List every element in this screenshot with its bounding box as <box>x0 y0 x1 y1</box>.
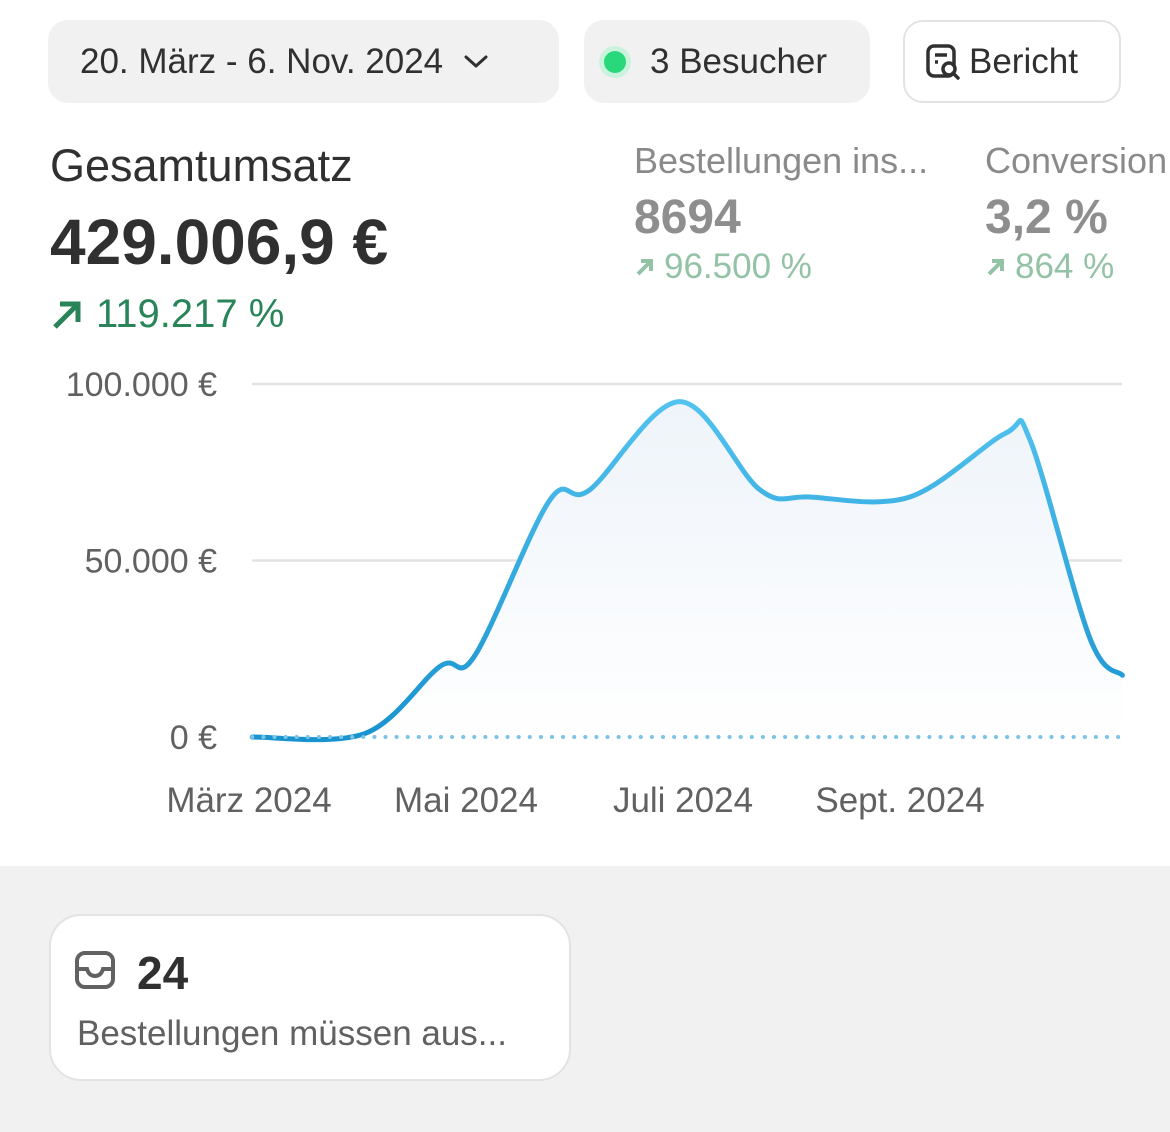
series-area <box>252 401 1123 740</box>
orders-count: 24 <box>137 947 189 999</box>
inbox-icon <box>75 951 115 989</box>
total-sales-change: 119.217 % <box>50 292 284 337</box>
report-search-icon <box>926 43 960 80</box>
metric-value: 3,2 % <box>985 191 1108 244</box>
orders-to-fulfill-card[interactable]: 24 Bestellungen müssen aus... <box>49 914 571 1081</box>
metric-value: 8694 <box>634 191 741 244</box>
y-tick-label: 50.000 € <box>85 543 217 581</box>
chevron-down-icon <box>464 55 488 67</box>
orders-to-fulfill-text: Bestellungen müssen aus... <box>77 1014 507 1053</box>
x-tick-label: Juli 2024 <box>613 781 753 820</box>
report-button[interactable]: Bericht <box>903 20 1121 103</box>
metric-label: Conversion <box>985 140 1168 181</box>
live-visitors-button[interactable]: 3 Besucher <box>584 20 870 103</box>
metric-orders[interactable]: Bestellungen ins... 8694 96.500 % <box>634 140 928 287</box>
arrow-up-right-icon <box>987 259 1004 276</box>
metric-conversion[interactable]: Conversion 3,2 % 864 % <box>985 140 1167 287</box>
x-tick-label: Sept. 2024 <box>815 781 984 820</box>
total-sales-value: 429.006,9 € <box>50 206 389 278</box>
date-range-picker[interactable]: 20. März - 6. Nov. 2024 <box>48 20 559 103</box>
y-tick-label: 100.000 € <box>66 366 217 404</box>
metric-label: Bestellungen ins... <box>634 140 929 181</box>
x-tick-label: März 2024 <box>166 781 331 820</box>
report-label: Bericht <box>969 41 1078 81</box>
total-sales-title: Gesamtumsatz <box>50 140 353 191</box>
metric-change-value: 864 % <box>1015 247 1115 286</box>
metric-change: 864 % <box>985 247 1167 287</box>
sales-chart: 0 € 50.000 € 100.000 € März 2024 Mai 2024 Jul… <box>66 366 1125 820</box>
x-tick-label: Mai 2024 <box>394 781 538 820</box>
y-tick-label: 0 € <box>170 719 217 757</box>
sales-series-line <box>249 399 1125 743</box>
arrow-up-right-icon <box>53 301 81 329</box>
visitors-label: 3 Besucher <box>650 41 828 81</box>
metric-change: 96.500 % <box>634 247 928 287</box>
arrow-up-right-icon <box>636 259 653 276</box>
total-sales-change-value: 119.217 % <box>96 292 285 336</box>
live-dot-icon <box>604 50 626 73</box>
metric-change-value: 96.500 % <box>664 247 812 286</box>
date-range-label: 20. März - 6. Nov. 2024 <box>80 41 444 81</box>
